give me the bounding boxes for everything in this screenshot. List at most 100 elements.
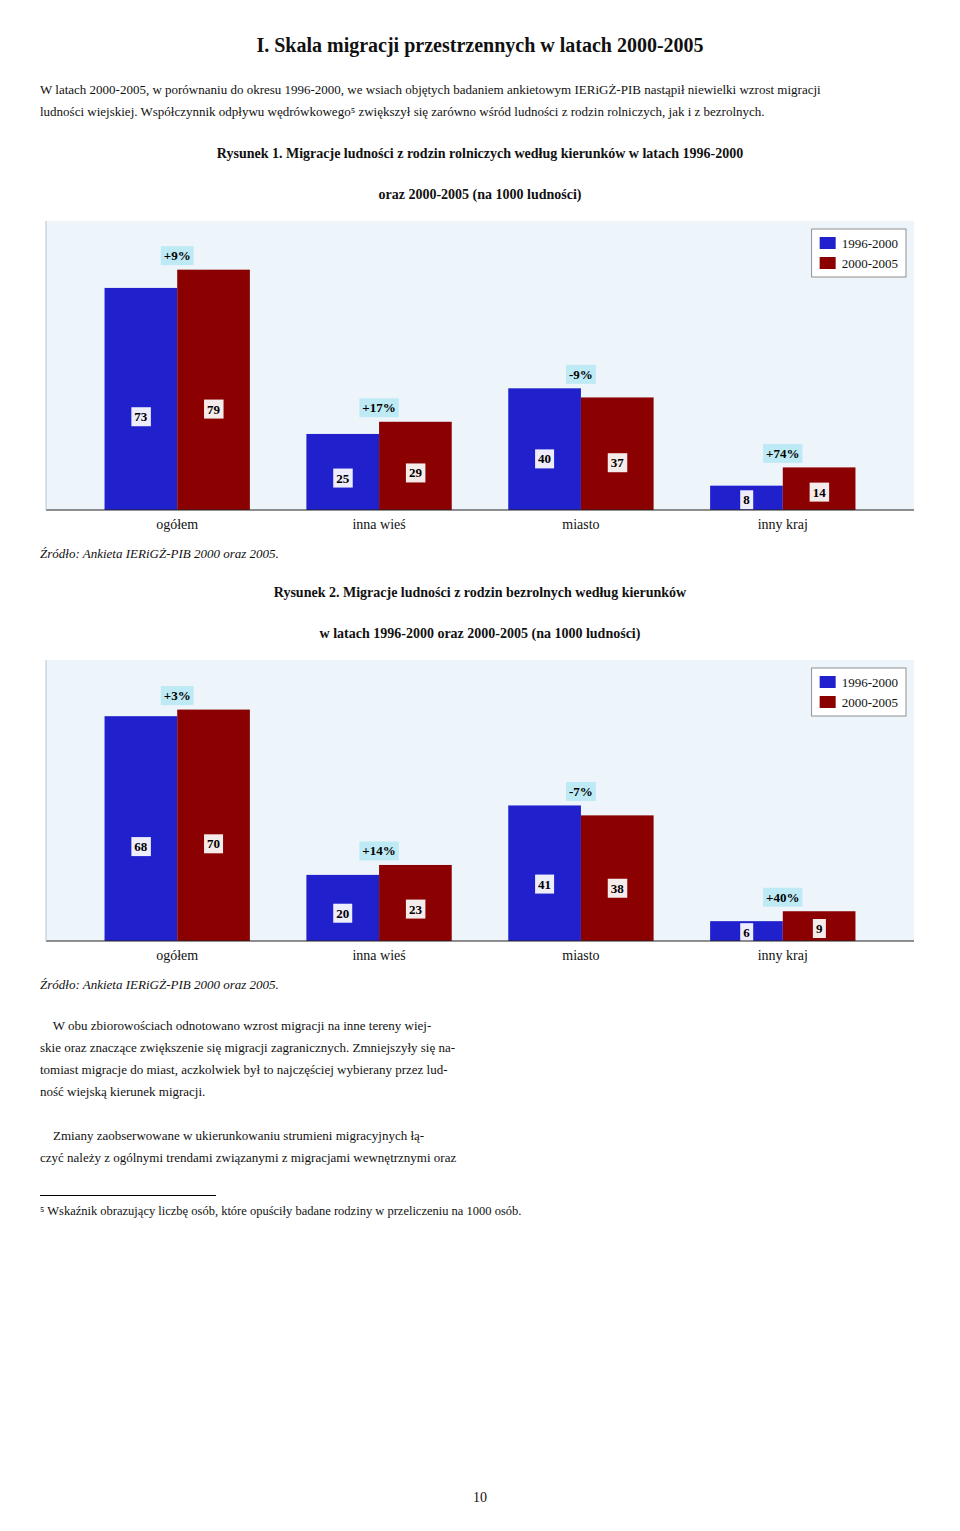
legend-label: 1996-2000 — [842, 675, 898, 690]
data-label: 40 — [538, 451, 551, 466]
bar — [379, 422, 452, 510]
data-label-group: 8 — [740, 490, 753, 509]
x-tick-label: inny kraj — [758, 948, 808, 963]
data-label: 70 — [207, 836, 220, 851]
legend-swatch — [820, 676, 836, 688]
chart: 6870+3%2023+14%4138-7%69+40%ogółeminna w… — [40, 650, 920, 971]
x-tick-label: miasto — [562, 948, 599, 963]
data-label: 9 — [816, 921, 823, 936]
data-label-group: 41 — [535, 875, 554, 894]
x-tick-label: inny kraj — [758, 517, 808, 532]
data-label-group: 79 — [204, 400, 224, 419]
text-line: tomiast migracje do miast, aczkolwiek by… — [40, 1059, 920, 1081]
chart: 7379+9%2529+17%4037-9%814+74%ogółeminna … — [40, 211, 920, 540]
data-label-group: 40 — [535, 449, 554, 468]
chart-subtitle: oraz 2000-2005 (na 1000 ludności) — [40, 184, 920, 205]
change-label: +9% — [164, 248, 191, 263]
legend-label: 2000-2005 — [842, 256, 898, 271]
bar — [783, 467, 856, 510]
change-label-group: +40% — [763, 888, 802, 907]
data-label-group: 29 — [406, 463, 426, 482]
change-label: +17% — [362, 400, 395, 415]
data-label-group: 68 — [131, 837, 151, 856]
data-label: 23 — [409, 902, 423, 917]
page-number: 10 — [0, 1490, 960, 1506]
data-label: 41 — [538, 877, 551, 892]
data-label-box — [813, 919, 826, 938]
legend-frame — [812, 229, 906, 277]
legend-swatch — [820, 257, 836, 269]
data-label-box — [204, 834, 223, 853]
bar — [379, 865, 452, 941]
paragraph: Zmiany zaobserwowane w ukierunkowaniu st… — [40, 1125, 920, 1169]
bars — [105, 270, 856, 510]
text-line: W latach 2000-2005, w porównaniu do okre… — [40, 79, 920, 101]
data-label: 8 — [743, 492, 750, 507]
change-label: +14% — [362, 843, 395, 858]
bar — [508, 805, 581, 941]
x-tick-label: ogółem — [156, 948, 198, 963]
bar — [177, 710, 250, 941]
data-label-box — [535, 449, 554, 468]
data-label-group: 6 — [740, 923, 753, 942]
footnote: ⁵ Wskaźnik obrazujący liczbę osób, które… — [40, 1204, 920, 1219]
change-label-box — [359, 841, 398, 860]
change-label-box — [763, 444, 802, 463]
change-label: +40% — [766, 890, 799, 905]
bar — [105, 288, 178, 510]
data-label-group: 38 — [608, 879, 628, 898]
x-tick-label: inna wieś — [352, 948, 405, 963]
legend-label: 2000-2005 — [842, 695, 898, 710]
data-label-box — [131, 407, 151, 426]
data-label-box — [608, 879, 628, 898]
data-label-group: 73 — [131, 407, 151, 426]
plot-background — [46, 660, 914, 941]
bars — [105, 710, 856, 941]
data-label-box — [608, 453, 628, 472]
data-label-box — [740, 490, 753, 509]
change-label-group: +14% — [359, 841, 398, 860]
data-label-box — [333, 469, 353, 488]
bar — [177, 270, 250, 510]
data-label: 79 — [207, 402, 221, 417]
change-label-box — [359, 398, 398, 417]
source-note: Źródło: Ankieta IERiGŻ-PIB 2000 oraz 200… — [40, 977, 920, 993]
data-label: 68 — [134, 839, 148, 854]
y-axis — [46, 660, 47, 941]
data-label: 25 — [336, 471, 350, 486]
legend-frame — [812, 668, 906, 716]
change-label-box — [763, 888, 802, 907]
data-label: 37 — [611, 455, 625, 470]
footnote-rule — [40, 1195, 216, 1196]
data-label-group: 9 — [813, 919, 826, 938]
labels: 6870+3%2023+14%4138-7%69+40% — [131, 686, 826, 942]
change-label-group: +74% — [763, 444, 802, 463]
data-label-box — [333, 904, 352, 923]
bar — [105, 716, 178, 941]
text-line: Zmiany zaobserwowane w ukierunkowaniu st… — [40, 1125, 920, 1147]
data-label-group: 14 — [810, 483, 830, 502]
bar — [306, 875, 379, 941]
data-label-box — [740, 923, 753, 942]
x-tick-label: inna wieś — [352, 517, 405, 532]
bar — [581, 815, 654, 941]
chart-title: Rysunek 1. Migracje ludności z rodzin ro… — [40, 143, 920, 164]
chart-title: Rysunek 2. Migracje ludności z rodzin be… — [40, 582, 920, 603]
change-label: -7% — [569, 784, 593, 799]
change-label: +74% — [766, 446, 799, 461]
text-line: skie oraz znaczące zwiększenie się migra… — [40, 1037, 920, 1059]
data-label-box — [535, 875, 554, 894]
change-label-group: +17% — [359, 398, 398, 417]
data-label: 73 — [134, 409, 148, 424]
data-label-box — [131, 837, 151, 856]
data-label: 29 — [409, 465, 423, 480]
legend-swatch — [820, 696, 836, 708]
change-label-box — [161, 246, 194, 265]
change-label-box — [566, 782, 596, 801]
change-label-group: +9% — [161, 246, 194, 265]
change-label-group: +3% — [161, 686, 194, 705]
x-tick-label: ogółem — [156, 517, 198, 532]
legend-label: 1996-2000 — [842, 236, 898, 251]
source-note: Źródło: Ankieta IERiGŻ-PIB 2000 oraz 200… — [40, 546, 920, 562]
x-tick-label: miasto — [562, 517, 599, 532]
